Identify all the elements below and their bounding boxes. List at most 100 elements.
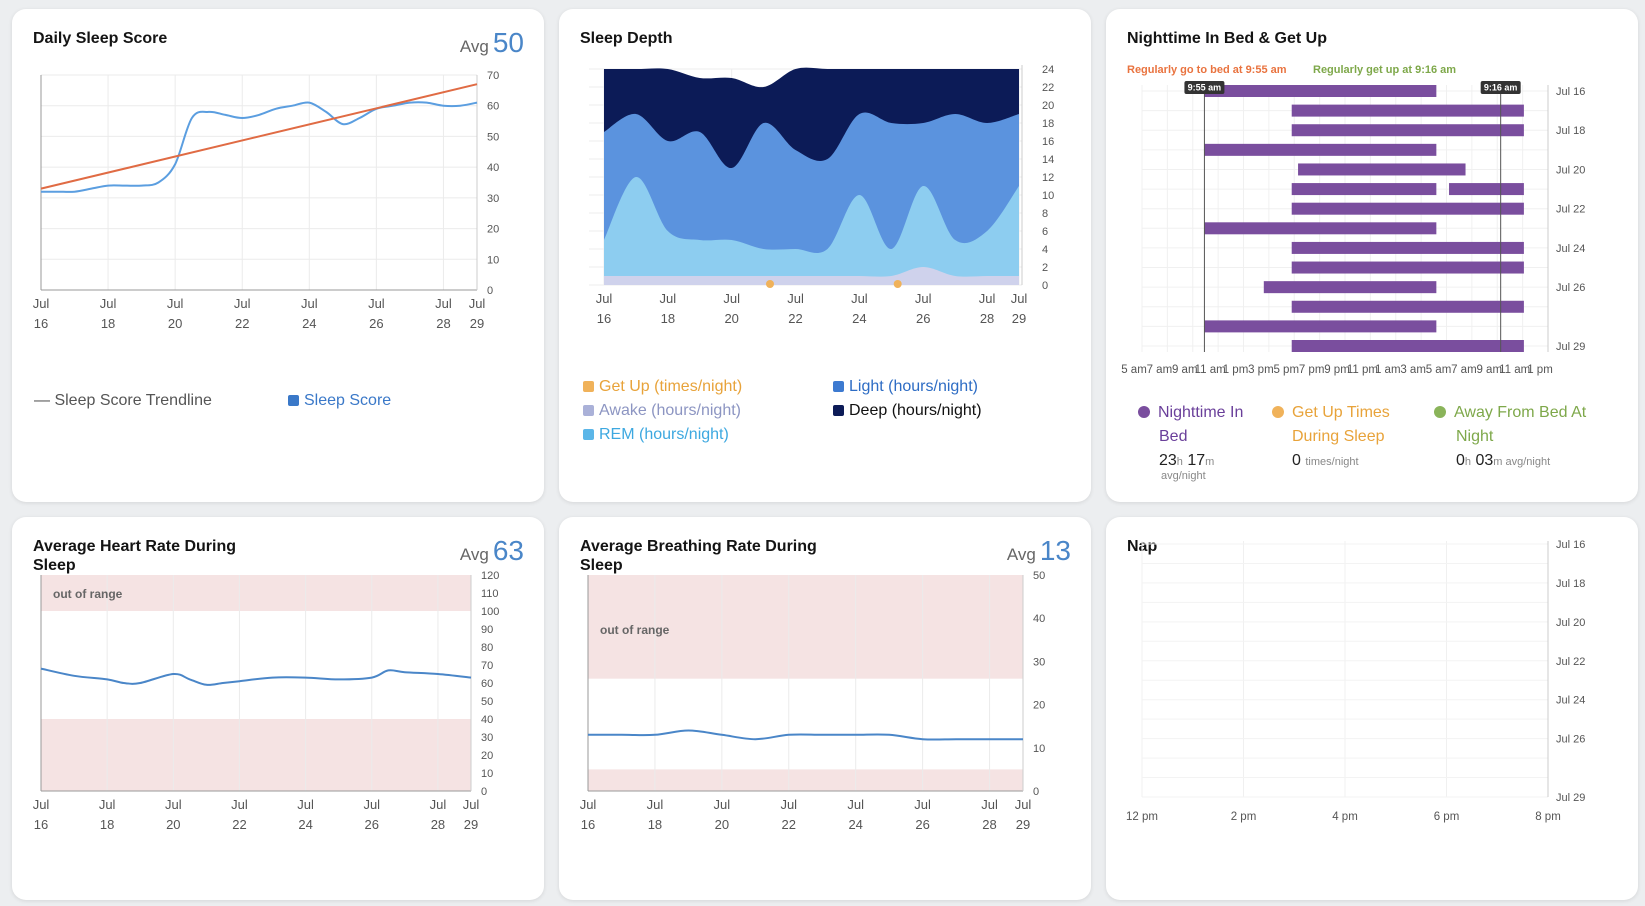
x-tick-label: 16 [34,817,48,832]
x-tick-label: 29 [1016,817,1030,832]
y-tick-label: 40 [481,714,493,726]
y-tick-label: 20 [1042,100,1054,112]
y-tick-label: Jul 18 [1556,125,1585,137]
x-tick-label: 28 [431,817,445,832]
breathing-rate-chart: 0 10 20 30 40 50 Jul 16 Jul 18 Jul 20 Jul 22 Jul 24 Jul 2… [580,570,1046,832]
avg-value: 63 [492,535,524,566]
away-minutes-unit: m avg/night [1493,456,1551,468]
in-bed-bar [1204,143,1437,156]
legend-in-bed-line2: Bed [1159,428,1188,445]
legend-label: Awake (hours/night) [599,402,741,419]
x-tick-label: 9 am [1476,364,1502,376]
x-tick-label: 16 [34,316,48,331]
x-tick-label: Jul [723,291,740,306]
legend-in-bed[interactable]: Nighttime In [1138,401,1243,425]
y-tick-label: 60 [487,101,499,113]
legend-awake[interactable]: Awake (hours/night) [583,399,741,423]
x-tick-label: 5 pm [1273,364,1299,376]
x-tick-label: 24 [298,817,312,832]
y-tick-label: 40 [487,162,499,174]
x-tick-label: 22 [788,311,802,326]
x-tick-label: 8 pm [1535,811,1561,823]
legend-label: Sleep Score [304,392,392,409]
x-tick-label: 3 pm [1248,364,1274,376]
legend-rem[interactable]: REM (hours/night) [583,423,729,447]
in-bed-bar [1291,261,1524,274]
y-tick-label: 30 [1033,656,1045,668]
in-bed-bar [1291,241,1524,254]
y-tick-label: 12 [1042,172,1054,184]
x-tick-label: 18 [648,817,662,832]
x-tick-label: 11 am [1499,364,1530,376]
y-tick-label: Jul 20 [1556,164,1585,176]
marker-label: 9:55 am [1188,83,1222,93]
x-tick-label: Jul [100,296,117,311]
card-in-bed-get-up: Nighttime In Bed & Get Up Regularly go t… [1106,9,1638,502]
legend-deep[interactable]: Deep (hours/night) [833,399,982,423]
in-bed-bar [1291,300,1524,313]
legend-label: REM (hours/night) [599,426,729,443]
x-tick-label: Jul [368,296,385,311]
x-tick-label: 28 [980,311,994,326]
x-tick-label: Jul [714,797,731,812]
legend-sleep-score[interactable]: Sleep Score [288,389,391,413]
minutes-value: 17 [1187,452,1206,469]
y-tick-label: 14 [1042,154,1054,166]
series-line [40,667,472,686]
x-tick-label: 24 [848,817,862,832]
x-tick-label: Jul [301,296,318,311]
x-tick-label: Jul [851,291,868,306]
in-bed-sub: avg/night [1161,470,1206,482]
x-tick-label: 18 [661,311,675,326]
x-tick-label: 26 [916,311,930,326]
card-daily-sleep-score: Daily Sleep Score Avg 50 0 10 20 30 40 50 60 70 J… [12,9,544,502]
title-line: Average Breathing Rate During [580,538,817,555]
legend-get-up-times[interactable]: Get Up Times [1272,401,1390,425]
y-tick-label: 2 [1042,262,1048,274]
legend-label: Away From Bed At [1454,404,1587,421]
away-hours: 0 [1456,452,1465,469]
x-tick-label: 18 [101,316,115,331]
x-tick-label: 4 pm [1332,811,1358,823]
legend-getup[interactable]: Get Up (times/night) [583,375,742,399]
swatch-icon [583,381,594,392]
y-tick-label: 18 [1042,118,1054,130]
in-bed-bar [1291,183,1437,196]
x-tick-label: 7 am [1451,364,1477,376]
out-of-range-band [41,719,471,791]
dot-icon [1138,406,1150,418]
swatch-icon [583,429,594,440]
x-tick-label: Jul [231,797,248,812]
in-bed-bar [1449,183,1524,196]
in-bed-bar [1291,202,1524,215]
x-tick-label: Jul [981,797,998,812]
x-tick-label: Jul [780,797,797,812]
y-tick-label: Jul 18 [1556,578,1585,590]
title-line: Sleep [33,557,76,574]
legend-light[interactable]: Light (hours/night) [833,375,978,399]
get-up-point [766,280,774,288]
out-of-range-band [41,575,471,611]
x-tick-label: Jul [660,291,677,306]
in-bed-bar [1291,124,1524,137]
avg-value: 50 [492,27,524,58]
y-tick-label: Jul 24 [1556,695,1585,707]
y-tick-label: 50 [1033,570,1045,582]
legend-trendline[interactable]: — Sleep Score Trendline [34,389,212,413]
avg-value: 13 [1039,535,1071,566]
y-tick-label: 30 [481,732,493,744]
x-tick-label: Jul [647,797,664,812]
legend-away-from-bed[interactable]: Away From Bed At [1434,401,1586,425]
x-tick-label: 29 [464,817,478,832]
x-tick-label: 18 [100,817,114,832]
y-tick-label: 120 [481,570,499,582]
y-tick-label: Jul 22 [1556,204,1585,216]
x-tick-label: 26 [915,817,929,832]
get-up-count: 0 [1292,452,1301,469]
x-tick-label: 2 pm [1231,811,1257,823]
y-tick-label: Jul 26 [1556,734,1585,746]
in-bed-bar [1291,104,1524,117]
swatch-icon [833,405,844,416]
x-tick-label: 22 [782,817,796,832]
x-tick-label: 16 [597,311,611,326]
